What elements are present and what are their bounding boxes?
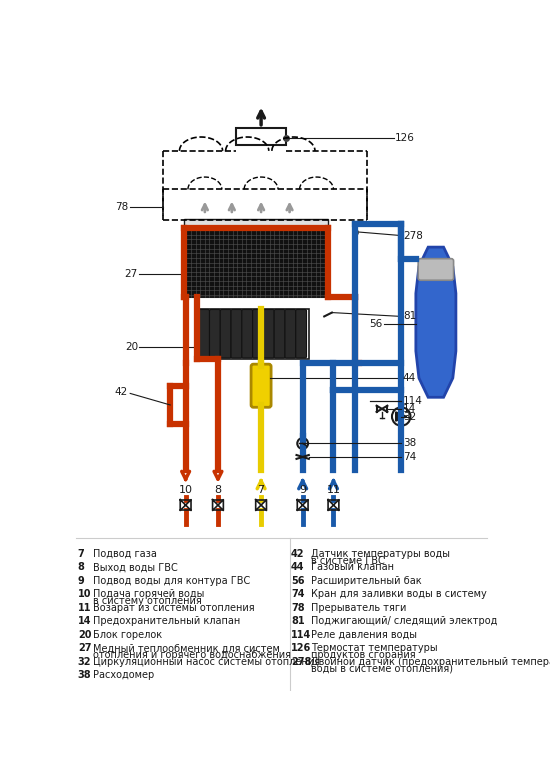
Text: 20: 20 — [125, 342, 138, 352]
Text: Поджигающий/ следящий электрод: Поджигающий/ следящий электрод — [311, 616, 498, 626]
Text: 126: 126 — [291, 643, 311, 653]
Text: 78: 78 — [114, 202, 128, 212]
Text: 81: 81 — [403, 311, 416, 321]
FancyBboxPatch shape — [263, 310, 274, 358]
Text: 278: 278 — [403, 230, 422, 241]
Text: 81: 81 — [291, 616, 305, 626]
Text: 8: 8 — [214, 486, 222, 495]
Bar — [184, 228, 328, 297]
Bar — [197, 309, 309, 359]
Text: 7: 7 — [257, 486, 265, 495]
FancyBboxPatch shape — [285, 310, 296, 358]
Text: Медный теплообменник для систем: Медный теплообменник для систем — [93, 643, 280, 653]
Text: Кран для заливки воды в систему: Кран для заливки воды в систему — [311, 590, 487, 599]
Bar — [236, 128, 287, 145]
Text: 32: 32 — [78, 656, 91, 667]
Text: 74: 74 — [403, 452, 416, 462]
Text: 126: 126 — [395, 133, 415, 143]
Text: Прерыватель тяги: Прерыватель тяги — [311, 603, 406, 613]
Polygon shape — [416, 247, 456, 397]
Text: 7: 7 — [78, 549, 85, 559]
Text: 42: 42 — [291, 549, 305, 559]
Text: Расширительный бак: Расширительный бак — [311, 576, 422, 586]
Text: 14: 14 — [403, 404, 416, 414]
Text: 42: 42 — [114, 387, 128, 397]
Text: 78: 78 — [291, 603, 305, 613]
Text: 11: 11 — [78, 603, 91, 613]
Text: в системе ГВС: в системе ГВС — [311, 556, 385, 566]
Text: 44: 44 — [403, 373, 416, 383]
Text: отопления и горячего водоснабжения: отопления и горячего водоснабжения — [93, 650, 292, 660]
Text: 14: 14 — [78, 616, 91, 626]
Text: Циркуляционный насос системы отопления: Циркуляционный насос системы отопления — [93, 656, 320, 667]
Text: в систему отопления: в систему отопления — [93, 596, 202, 606]
FancyBboxPatch shape — [199, 310, 210, 358]
Text: Термостат температуры: Термостат температуры — [311, 643, 438, 653]
Text: Газовый клапан: Газовый клапан — [311, 563, 394, 573]
Text: 32: 32 — [403, 411, 416, 421]
Text: 9: 9 — [299, 486, 306, 495]
Text: Двойной датчик (предохранительный температуры: Двойной датчик (предохранительный темпер… — [311, 656, 550, 667]
Text: Реле давления воды: Реле давления воды — [311, 630, 417, 639]
Text: 11: 11 — [327, 486, 340, 495]
Text: Блок горелок: Блок горелок — [93, 630, 162, 639]
Circle shape — [392, 407, 410, 426]
Text: продуктов сгорания: продуктов сгорания — [311, 650, 416, 660]
Text: Выход воды ГВС: Выход воды ГВС — [93, 563, 178, 573]
Text: 44: 44 — [291, 563, 305, 573]
Text: Подача горячей воды: Подача горячей воды — [93, 590, 205, 599]
FancyBboxPatch shape — [252, 310, 263, 358]
Polygon shape — [395, 412, 407, 421]
Text: Подвод воды для контура ГВС: Подвод воды для контура ГВС — [93, 576, 250, 586]
Text: 27: 27 — [78, 643, 91, 653]
Text: 114: 114 — [403, 396, 422, 406]
Text: воды в системе отопления): воды в системе отопления) — [311, 663, 453, 674]
Text: 27: 27 — [125, 269, 138, 279]
FancyBboxPatch shape — [231, 310, 242, 358]
Text: 8: 8 — [78, 563, 85, 573]
Text: 278: 278 — [291, 656, 311, 667]
Text: 114: 114 — [291, 630, 311, 639]
Text: 56: 56 — [370, 319, 383, 329]
FancyBboxPatch shape — [251, 364, 271, 407]
Text: 56: 56 — [291, 576, 305, 586]
FancyBboxPatch shape — [242, 310, 252, 358]
Text: 10: 10 — [78, 590, 91, 599]
FancyBboxPatch shape — [296, 310, 306, 358]
Text: 9: 9 — [78, 576, 85, 586]
Text: Предохранительный клапан: Предохранительный клапан — [93, 616, 240, 626]
Text: 38: 38 — [403, 438, 416, 449]
Text: Возарат из системы отопления: Возарат из системы отопления — [93, 603, 255, 613]
Text: Датчик температуры воды: Датчик температуры воды — [311, 549, 450, 559]
Text: 74: 74 — [291, 590, 305, 599]
Text: 20: 20 — [78, 630, 91, 639]
Circle shape — [297, 438, 308, 449]
FancyBboxPatch shape — [274, 310, 285, 358]
FancyBboxPatch shape — [210, 310, 220, 358]
Text: 10: 10 — [179, 486, 192, 495]
Text: 38: 38 — [78, 670, 91, 681]
Text: Подвод газа: Подвод газа — [93, 549, 157, 559]
Bar — [184, 219, 328, 228]
FancyBboxPatch shape — [418, 258, 454, 280]
Text: Расходомер: Расходомер — [93, 670, 155, 681]
FancyBboxPatch shape — [220, 310, 231, 358]
